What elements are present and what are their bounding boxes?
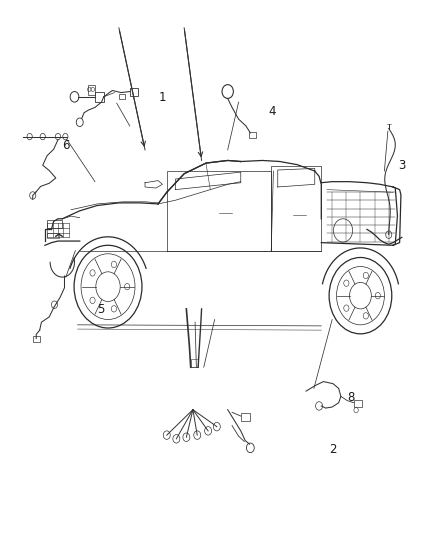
Bar: [47, 232, 59, 238]
Bar: [33, 336, 40, 342]
Text: 5: 5: [97, 303, 104, 317]
Text: 1: 1: [159, 91, 166, 104]
Bar: [354, 400, 362, 407]
Bar: [119, 94, 125, 100]
Text: 8: 8: [348, 392, 355, 405]
Bar: [241, 413, 251, 421]
Bar: [130, 88, 138, 96]
Text: 4: 4: [268, 105, 276, 118]
Bar: [47, 220, 62, 228]
Text: 6: 6: [62, 139, 70, 152]
Bar: [95, 92, 104, 102]
Bar: [88, 85, 95, 95]
Text: 3: 3: [398, 159, 406, 172]
Bar: [249, 132, 256, 138]
Text: 2: 2: [329, 443, 337, 456]
